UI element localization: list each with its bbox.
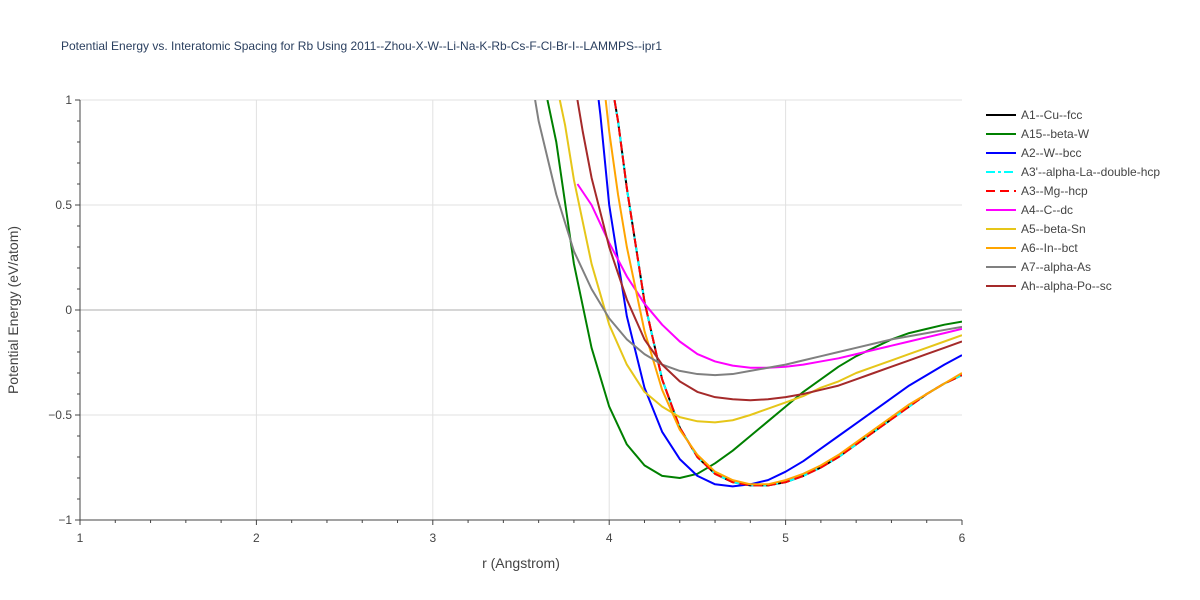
legend-item[interactable]: A1--Cu--fcc xyxy=(986,108,1082,122)
legend-item[interactable]: A3'--alpha-La--double-hcp xyxy=(986,165,1160,179)
legend-item[interactable]: A5--beta-Sn xyxy=(986,222,1086,236)
series-line-ah-alpha-po-sc xyxy=(576,100,962,402)
legend-item[interactable]: A4--C--dc xyxy=(986,203,1073,217)
legend-label: A3'--alpha-La--double-hcp xyxy=(1021,165,1160,179)
legend-label: A6--In--bct xyxy=(1021,241,1078,255)
chart-title: Potential Energy vs. Interatomic Spacing… xyxy=(61,39,662,53)
legend-item[interactable]: A3--Mg--hcp xyxy=(986,184,1088,198)
legend-label: A3--Mg--hcp xyxy=(1021,184,1088,198)
legend-item[interactable]: A15--beta-W xyxy=(986,127,1090,141)
series-line-a2-w-bcc xyxy=(597,100,962,488)
legend-label: A2--W--bcc xyxy=(1021,146,1081,160)
legend-label: Ah--alpha-Po--sc xyxy=(1021,279,1112,293)
legend-label: A4--C--dc xyxy=(1021,203,1073,217)
series-line-a4-c-dc xyxy=(576,183,962,369)
x-tick-label: 4 xyxy=(606,531,613,545)
legend-item[interactable]: A7--alpha-As xyxy=(986,260,1091,274)
legend-label: A7--alpha-As xyxy=(1021,260,1091,274)
y-tick-label: −1 xyxy=(58,513,72,527)
series-line-a1-cu-fcc xyxy=(613,100,962,487)
x-tick-label: 5 xyxy=(782,531,789,545)
grid xyxy=(80,99,962,520)
x-tick-label: 3 xyxy=(429,531,436,545)
y-tick-label: 1 xyxy=(65,93,72,107)
y-tick-label: 0.5 xyxy=(55,198,72,212)
x-tick-label: 2 xyxy=(253,531,260,545)
series-line-a6-in-bct xyxy=(604,100,962,486)
legend-item[interactable]: Ah--alpha-Po--sc xyxy=(986,279,1112,293)
x-tick-label: 6 xyxy=(959,531,966,545)
x-tick-label: 1 xyxy=(77,531,84,545)
y-axis-title: Potential Energy (eV/atom) xyxy=(5,226,21,394)
legend-item[interactable]: A2--W--bcc xyxy=(986,146,1081,160)
series-line-a7-alpha-as xyxy=(534,100,962,377)
series-line-a3-alpha-la-double-hcp xyxy=(613,100,962,487)
legend-label: A1--Cu--fcc xyxy=(1021,108,1082,122)
legend-item[interactable]: A6--In--bct xyxy=(986,241,1078,255)
y-tick-label: −0.5 xyxy=(48,408,72,422)
x-axis-title: r (Angstrom) xyxy=(482,555,560,571)
series-line-a5-beta-sn xyxy=(558,100,962,424)
axes: 1 2 3 4 5 6 −1 −0.5 0 0.5 1 xyxy=(48,93,965,545)
series-line-a3-mg-hcp xyxy=(613,100,962,487)
series-group xyxy=(534,100,962,488)
legend-label: A15--beta-W xyxy=(1021,127,1090,141)
legend-label: A5--beta-Sn xyxy=(1021,222,1086,236)
y-tick-label: 0 xyxy=(65,303,72,317)
legend[interactable]: A1--Cu--fcc A15--beta-W A2--W--bcc A3'--alp… xyxy=(986,108,1160,293)
